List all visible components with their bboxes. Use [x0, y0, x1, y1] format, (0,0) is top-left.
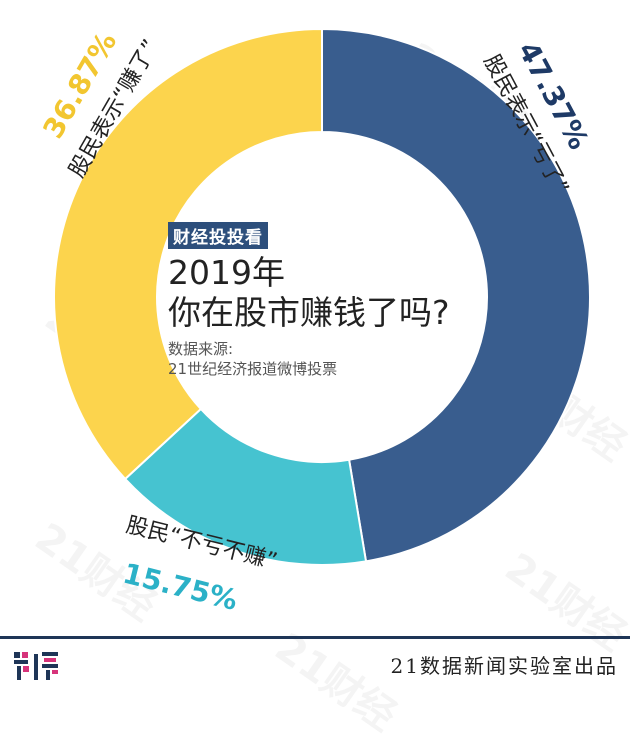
- chart-title-line2: 你在股市赚钱了吗?: [168, 293, 450, 332]
- source-text: 21世纪经济报道微博投票: [168, 360, 338, 378]
- chart-title-line1: 2019年: [168, 253, 285, 292]
- footer-divider: [0, 636, 630, 639]
- center-text: 财经投投看 2019年 你在股市赚钱了吗? 数据来源: 21世纪经济报道微博投票: [168, 222, 498, 379]
- donut-chart: 47.37%股民表示“亏了”15.75%股民“不亏不赚”36.87%股民表示“赚…: [36, 26, 595, 617]
- source-label: 数据来源:: [168, 340, 234, 358]
- slice-value-label: 15.75%: [120, 557, 241, 617]
- column-tag: 财经投投看: [168, 222, 268, 249]
- footer-credit: 21数据新闻实验室出品: [390, 654, 618, 678]
- logo-icon: [14, 652, 58, 680]
- donut-slice: [321, 27, 591, 563]
- donut-slice: [53, 27, 323, 481]
